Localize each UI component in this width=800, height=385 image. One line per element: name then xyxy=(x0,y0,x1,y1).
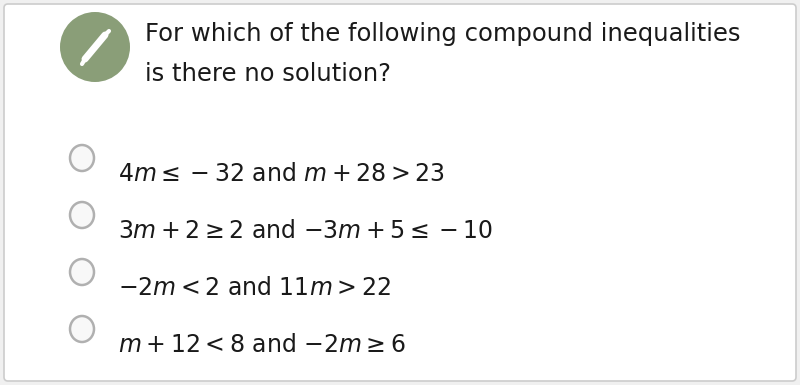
Ellipse shape xyxy=(70,202,94,228)
Text: $4m \leq -32$ and $m + 28 > 23$: $4m \leq -32$ and $m + 28 > 23$ xyxy=(118,162,445,186)
Text: $3m + 2 \geq 2$ and $-3m + 5 \leq -10$: $3m + 2 \geq 2$ and $-3m + 5 \leq -10$ xyxy=(118,219,493,243)
Text: For which of the following compound inequalities: For which of the following compound ineq… xyxy=(145,22,741,46)
Text: $m + 12 < 8$ and $-2m \geq 6$: $m + 12 < 8$ and $-2m \geq 6$ xyxy=(118,333,406,357)
Ellipse shape xyxy=(70,145,94,171)
Circle shape xyxy=(60,12,130,82)
FancyBboxPatch shape xyxy=(4,4,796,381)
Text: $-2m < 2$ and $11m > 22$: $-2m < 2$ and $11m > 22$ xyxy=(118,276,390,300)
Ellipse shape xyxy=(70,316,94,342)
Ellipse shape xyxy=(70,259,94,285)
Text: is there no solution?: is there no solution? xyxy=(145,62,391,86)
